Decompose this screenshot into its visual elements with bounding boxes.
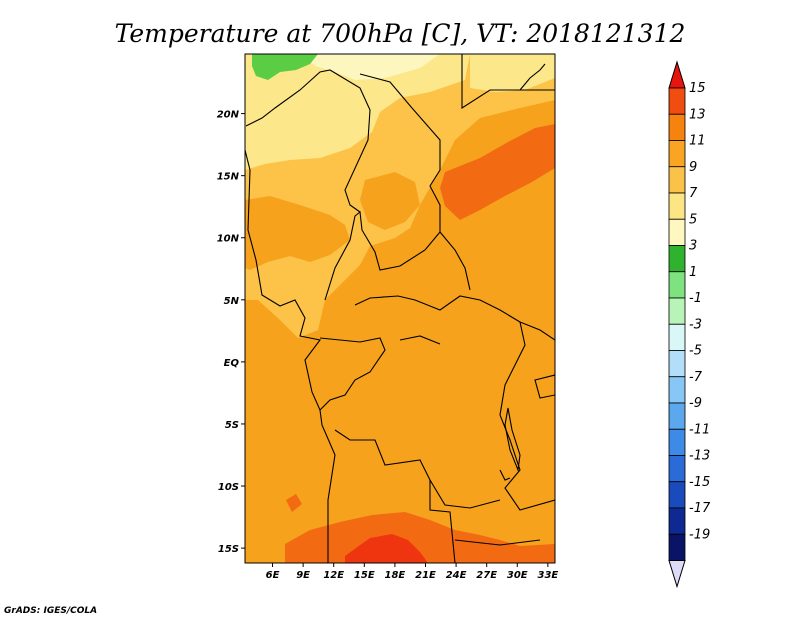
lat-tick-label: 15S xyxy=(218,544,239,555)
border-angola-drc xyxy=(334,429,501,509)
colorbar-bottom-arrow xyxy=(668,560,686,589)
congo-river xyxy=(399,335,441,345)
temperature-field-5-7-north xyxy=(245,54,470,170)
border-chad-sudan xyxy=(359,73,471,291)
red-sea-coast xyxy=(519,63,546,91)
temperature-field-13-15-south xyxy=(345,534,428,563)
lake-mweru xyxy=(499,469,511,481)
temperature-field-3-5 xyxy=(300,54,440,80)
colorbar-swatch xyxy=(668,507,686,535)
colorbar-label: -17 xyxy=(689,501,711,516)
border-libya-egypt xyxy=(461,54,555,110)
temperature-field-11-13-sudan xyxy=(440,124,555,220)
temperature-field-5-7-northeast xyxy=(470,54,555,92)
temperature-field-9-11-chad xyxy=(360,172,420,230)
colorbar-label: 7 xyxy=(689,186,698,201)
lon-tick-label: 30E xyxy=(507,570,528,581)
border-zambia-south xyxy=(454,539,541,546)
colorbar-label: -5 xyxy=(689,344,702,359)
border-uganda xyxy=(519,321,555,341)
border-car-drc xyxy=(354,295,521,323)
colorbar-label: -7 xyxy=(689,370,703,385)
colorbar-label: -1 xyxy=(689,291,702,306)
colorbar-label: 13 xyxy=(689,107,706,122)
temperature-field-9-11-sahel xyxy=(245,196,350,270)
colorbar-swatch xyxy=(668,87,686,115)
map-frame xyxy=(244,53,556,564)
colorbar-swatch xyxy=(668,481,686,509)
colorbar-swatch xyxy=(668,297,686,325)
border-angola-zambia xyxy=(429,480,456,563)
colorbar-swatch xyxy=(668,166,686,194)
colorbar-swatch xyxy=(668,376,686,404)
map-panel xyxy=(245,54,555,563)
colorbar-label: -9 xyxy=(689,396,702,411)
temperature-field-1-3 xyxy=(252,54,318,80)
lat-tick-label: 10N xyxy=(217,234,240,245)
colorbar-label: -19 xyxy=(689,527,710,542)
lon-tick-label: 21E xyxy=(415,570,436,581)
lake-victoria xyxy=(534,374,555,399)
colorbar-label: -15 xyxy=(689,475,710,490)
lon-tick-label: 15E xyxy=(354,570,375,581)
colorbar: 15 13 11 9 7 5 3 1 -1 -3 -5 -7 -9 -11 -13 -15 -17 -19 xyxy=(668,60,711,589)
colorbar-label: 3 xyxy=(689,239,697,254)
temperature-field-11-13-south xyxy=(285,512,555,563)
border-gabon-congo xyxy=(319,337,386,411)
lat-tick-label: 10S xyxy=(218,482,239,493)
lon-tick-label: 18E xyxy=(385,570,406,581)
colorbar-label: 11 xyxy=(689,134,706,149)
colorbar-swatch xyxy=(668,245,686,273)
colorbar-label: 1 xyxy=(689,265,697,280)
border-niger-chad xyxy=(245,69,371,213)
colorbar-swatch xyxy=(668,428,686,456)
colorbar-label: 9 xyxy=(689,160,697,175)
border-nigeria-cameroon xyxy=(324,210,441,301)
lat-tick-label: 5N xyxy=(224,296,240,307)
lat-tick-label: EQ xyxy=(224,358,240,369)
lon-tick-label: 24E xyxy=(446,570,467,581)
lake-tanganyika xyxy=(504,407,521,473)
lon-tick-label: 6E xyxy=(266,570,280,581)
colorbar-swatch xyxy=(668,323,686,351)
lon-tick-label: 33E xyxy=(537,570,558,581)
colorbar-label: -13 xyxy=(689,449,710,464)
colorbar-swatch xyxy=(668,402,686,430)
colorbar-label: -11 xyxy=(689,422,710,437)
colorbar-swatch xyxy=(668,140,686,168)
temperature-field-11-13-angola xyxy=(286,494,302,512)
grads-credit: GrADS: IGES/COLA xyxy=(4,606,97,616)
colorbar-label: 5 xyxy=(689,212,697,227)
colorbar-swatch xyxy=(668,533,686,561)
country-borders xyxy=(245,54,555,563)
lon-tick-label: 9E xyxy=(296,570,310,581)
colorbar-label: 15 xyxy=(689,81,706,96)
lon-tick-label: 12E xyxy=(323,570,344,581)
colorbar-swatch xyxy=(668,455,686,483)
lat-tick-label: 15N xyxy=(217,172,240,183)
lat-tick-label: 20N xyxy=(217,110,240,121)
colorbar-swatch xyxy=(668,271,686,299)
map-title: Temperature at 700hPa [C], VT: 201812131… xyxy=(115,19,686,48)
coastline-west xyxy=(245,149,336,563)
colorbar-swatch xyxy=(668,350,686,378)
lat-tick-label: 5S xyxy=(225,420,239,431)
longitude-axis: 6E 9E 12E 15E 18E 21E 24E 27E 30E 33E xyxy=(266,563,558,581)
colorbar-swatch xyxy=(668,113,686,141)
colorbar-swatch xyxy=(668,192,686,220)
lon-tick-label: 27E xyxy=(476,570,497,581)
colorbar-label: -3 xyxy=(689,317,702,332)
colorbar-swatch xyxy=(668,218,686,246)
latitude-axis: 20N 15N 10N 5N EQ 5S 10S 15S xyxy=(217,110,245,555)
colorbar-top-arrow xyxy=(668,60,686,89)
